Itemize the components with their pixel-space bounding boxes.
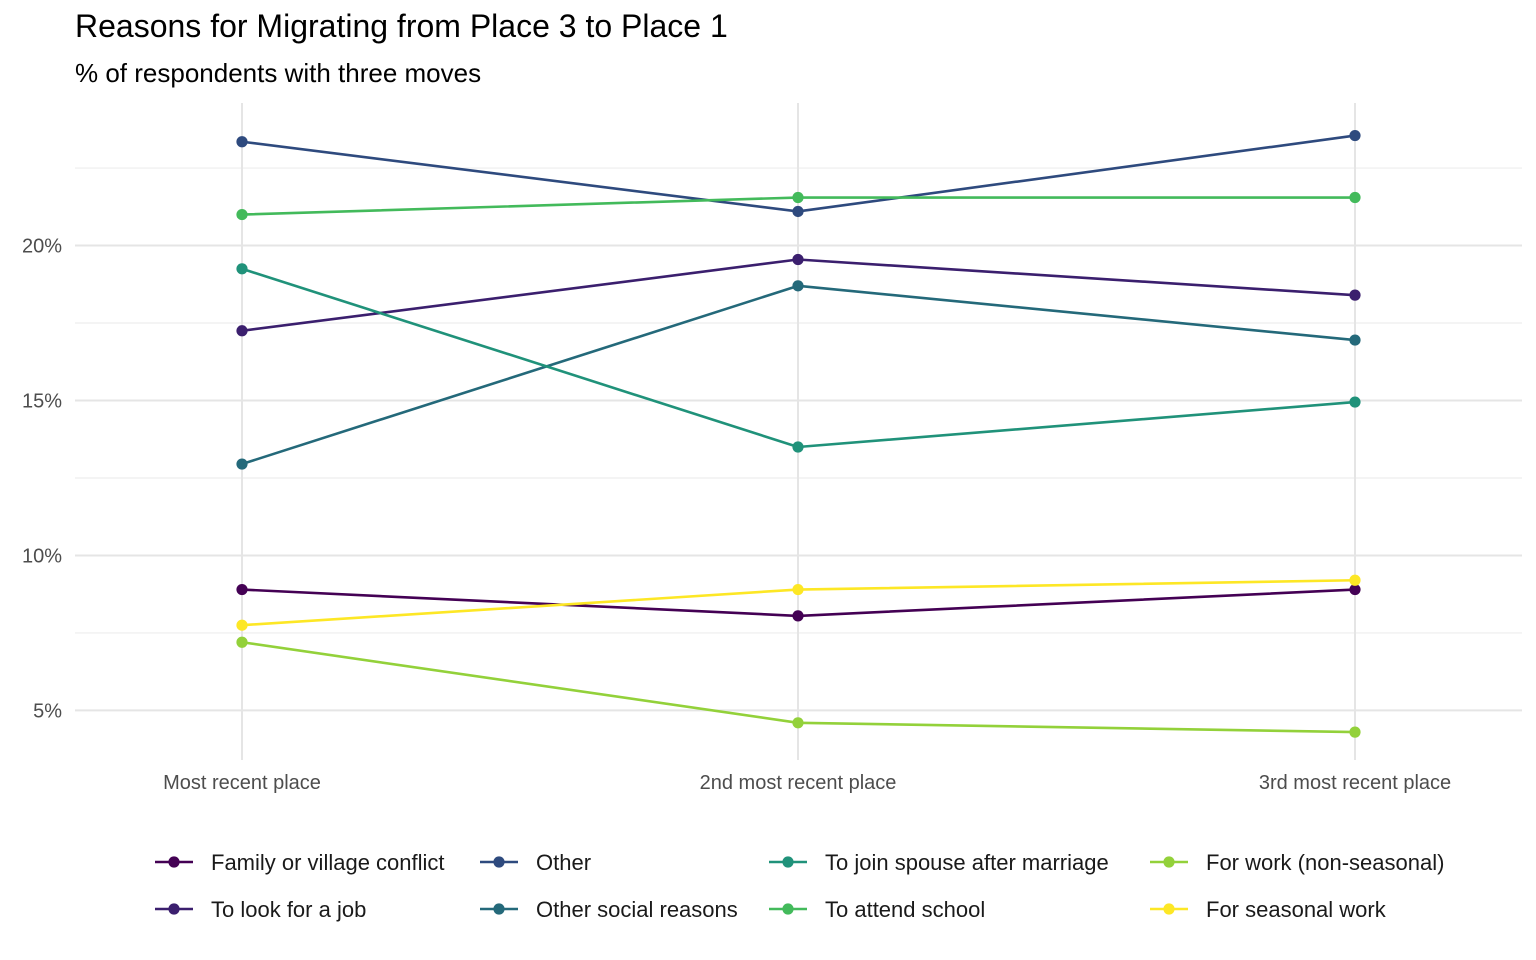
data-point bbox=[792, 253, 804, 266]
data-point bbox=[792, 610, 804, 622]
x-tick-label: 3rd most recent place bbox=[1259, 772, 1451, 794]
legend-item: For seasonal work bbox=[1150, 897, 1387, 922]
series-group bbox=[236, 574, 1361, 631]
legend-swatch-point bbox=[493, 903, 505, 915]
legend-item: To look for a job bbox=[155, 897, 366, 922]
series-group bbox=[236, 263, 1361, 453]
axis-labels: 5% 10% 15% 20% Most recent place 2nd most rec… bbox=[22, 236, 1451, 794]
legend-label: Other social reasons bbox=[536, 897, 738, 922]
data-point bbox=[236, 325, 248, 337]
series-group bbox=[236, 280, 1361, 470]
legend-swatch-point bbox=[1163, 856, 1175, 868]
series-group bbox=[236, 129, 1361, 218]
data-point bbox=[236, 583, 248, 596]
legend-swatch-point bbox=[493, 856, 505, 868]
series-group bbox=[236, 636, 1361, 738]
data-point bbox=[1349, 289, 1361, 301]
legend-item: Other bbox=[480, 850, 591, 875]
legend-item: Family or village conflict bbox=[155, 850, 445, 875]
data-point bbox=[792, 717, 804, 729]
data-point bbox=[1349, 129, 1361, 142]
data-point bbox=[1349, 574, 1361, 586]
grid-lines bbox=[75, 103, 1522, 760]
data-point bbox=[236, 263, 248, 275]
x-tick-label: Most recent place bbox=[163, 772, 321, 794]
data-point bbox=[1349, 726, 1361, 738]
y-tick-label: 10% bbox=[22, 545, 62, 567]
legend: Family or village conflict To look for a … bbox=[155, 850, 1444, 922]
data-point bbox=[236, 208, 248, 221]
legend-swatch-point bbox=[1163, 903, 1175, 915]
data-point bbox=[236, 636, 248, 648]
legend-item: Other social reasons bbox=[480, 897, 738, 922]
y-tick-label: 15% bbox=[22, 391, 62, 413]
legend-item: To join spouse after marriage bbox=[769, 850, 1109, 875]
series-group bbox=[236, 583, 1361, 622]
y-tick-label: 5% bbox=[33, 700, 62, 722]
legend-swatch-point bbox=[782, 903, 794, 915]
legend-label: For seasonal work bbox=[1206, 897, 1387, 922]
data-point bbox=[236, 136, 248, 148]
data-point bbox=[236, 458, 248, 470]
legend-item: For work (non-seasonal) bbox=[1150, 850, 1444, 875]
legend-swatch-point bbox=[782, 856, 794, 868]
data-point bbox=[1349, 191, 1361, 204]
legend-swatch-point bbox=[168, 856, 180, 868]
legend-label: Other bbox=[536, 850, 591, 875]
legend-label: To join spouse after marriage bbox=[825, 850, 1109, 875]
chart-subtitle: % of respondents with three moves bbox=[75, 58, 482, 88]
legend-swatch-point bbox=[168, 903, 180, 915]
legend-label: To attend school bbox=[825, 897, 985, 922]
data-point bbox=[792, 583, 804, 596]
legend-label: Family or village conflict bbox=[211, 850, 445, 875]
x-tick-label: 2nd most recent place bbox=[700, 772, 897, 794]
series-lines bbox=[236, 129, 1361, 738]
y-tick-label: 20% bbox=[22, 236, 62, 258]
data-point bbox=[792, 441, 804, 453]
data-point bbox=[1349, 334, 1361, 346]
legend-label: For work (non-seasonal) bbox=[1206, 850, 1444, 875]
legend-label: To look for a job bbox=[211, 897, 366, 922]
data-point bbox=[792, 280, 804, 292]
legend-item: To attend school bbox=[769, 897, 985, 922]
series-group bbox=[236, 191, 1361, 221]
chart-title: Reasons for Migrating from Place 3 to Pl… bbox=[75, 8, 728, 44]
data-point bbox=[236, 619, 248, 631]
data-point bbox=[1349, 396, 1361, 408]
series-group bbox=[236, 253, 1361, 337]
data-point bbox=[792, 205, 804, 218]
data-point bbox=[1349, 583, 1361, 596]
data-point bbox=[792, 191, 804, 204]
